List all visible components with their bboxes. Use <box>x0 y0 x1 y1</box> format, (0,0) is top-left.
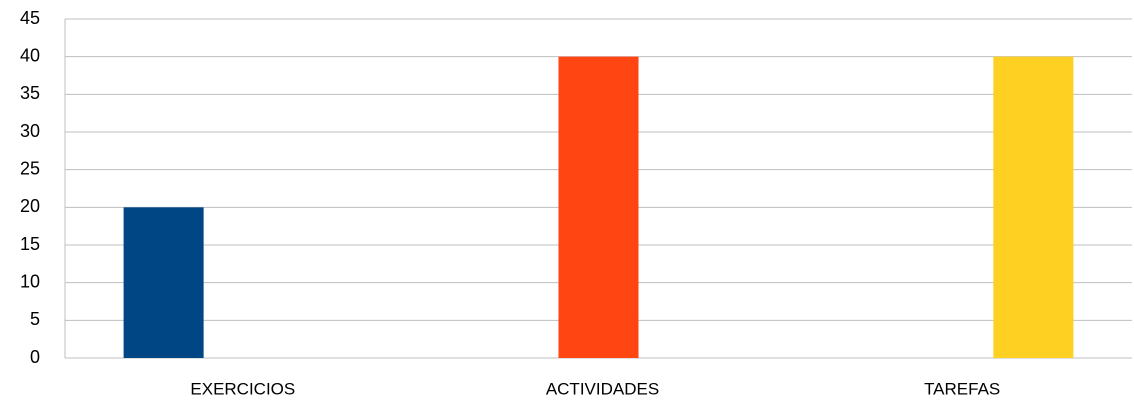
y-tick-label: 30 <box>20 121 40 141</box>
x-tick-label: ACTIVIDADES <box>546 379 659 398</box>
y-tick-label: 45 <box>20 8 40 28</box>
y-tick-label: 35 <box>20 83 40 103</box>
x-tick-label: TAREFAS <box>924 379 1000 398</box>
y-tick-label: 5 <box>30 309 40 329</box>
y-tick-label: 40 <box>20 45 40 65</box>
y-tick-label: 0 <box>30 347 40 367</box>
y-tick-label: 10 <box>20 271 40 291</box>
y-tick-label: 25 <box>20 158 40 178</box>
bar <box>123 207 204 358</box>
x-tick-label: EXERCICIOS <box>190 379 295 398</box>
y-tick-label: 15 <box>20 234 40 254</box>
y-tick-label: 20 <box>20 196 40 216</box>
bar <box>993 56 1074 359</box>
bar <box>558 56 639 359</box>
